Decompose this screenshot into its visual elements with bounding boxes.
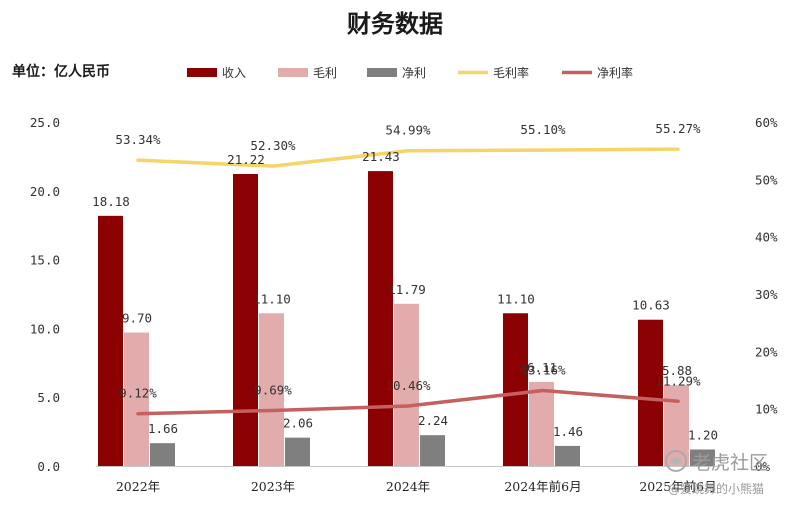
y-left-tick: 0.0 [37,459,60,474]
line-value-label: 55.27% [655,121,701,136]
bar-value-label: 11.79 [388,282,426,297]
y-left-tick: 5.0 [37,390,60,405]
legend-label: 净利 [402,66,426,80]
y-left-tick: 10.0 [30,321,60,336]
series-line [136,147,680,168]
lines [136,147,680,416]
chart-title: 财务数据 [347,10,443,38]
legend-label: 净利率 [597,65,633,80]
legend-swatch [367,68,397,77]
line-value-label: 53.34% [115,132,161,147]
line-value-label: 13.16% [520,363,566,378]
bar-value-label: 2.24 [418,413,448,428]
line-value-label: 9.12% [119,386,157,401]
bar-value-label: 1.20 [688,427,718,442]
y-right-tick: 0% [755,459,771,474]
x-tick: 2024年 [386,479,430,494]
watermark-handle: @爱跳舞的小熊猫 [668,481,764,496]
bar-value-label: 11.10 [497,291,535,306]
bar [98,215,123,466]
line-value-label: 9.69% [254,382,292,397]
y-right-tick: 60% [755,115,778,130]
legend-swatch [187,68,217,77]
tiger-logo-icon [665,450,687,472]
x-tick: 2022年 [116,479,160,494]
y-left-tick: 15.0 [30,253,60,268]
bar [150,443,175,466]
bar [394,303,419,466]
x-tick: 2024年前6月 [504,479,581,494]
legend-label: 毛利 [313,66,337,80]
bar [124,332,149,466]
y-left-tick: 25.0 [30,115,60,130]
bar-value-label: 5.88 [662,363,692,378]
line-value-label: 55.10% [520,122,566,137]
y-axis-right: 0% 10% 20% 30% 40% 50% 60% [755,115,778,474]
y-left-tick: 20.0 [30,184,60,199]
bar-value-label: 21.43 [362,149,400,164]
bar [368,171,393,466]
bar-value-label: 6.11 [527,360,557,375]
legend-label: 收入 [222,66,246,80]
x-tick: 2025年前6月 [639,479,716,494]
bars [98,171,715,466]
y-right-tick: 30% [755,287,778,302]
x-tick: 2023年 [251,479,295,494]
line-value-label: 54.99% [385,123,431,138]
y-right-tick: 20% [755,344,778,359]
bar [638,319,663,466]
bar [664,385,689,466]
line-value-label: 10.46% [385,378,431,393]
bar [690,449,715,466]
line-value-label: 11.29% [655,373,701,388]
y-axis-left: 0.0 5.0 10.0 15.0 20.0 25.0 [30,115,60,474]
bar-value-label: 10.63 [632,298,670,313]
bar-value-label: 1.66 [148,421,178,436]
data-labels: 18.18 21.22 21.43 11.10 10.63 9.70 11.10 11.79 6… [92,121,718,442]
watermark-brand: 老虎社区 [692,452,768,474]
bar-value-label: 1.46 [553,424,583,439]
bar-value-label: 18.18 [92,194,130,209]
legend-swatch [278,68,308,77]
bar [503,313,528,466]
unit-label: 单位：亿人民币 [12,63,110,80]
line-value-label: 52.30% [250,138,296,153]
legend-label: 毛利率 [493,65,529,80]
bar-value-label: 11.10 [253,291,291,306]
bar [285,437,310,466]
watermark: 老虎社区 @爱跳舞的小熊猫 [665,450,768,496]
bar [529,381,554,466]
bar-value-label: 9.70 [122,311,152,326]
bar [259,313,284,466]
y-right-tick: 10% [755,402,778,417]
bar-value-label: 21.22 [227,152,265,167]
y-right-tick: 40% [755,230,778,245]
bar [420,435,445,466]
bar [233,174,258,466]
bar-value-label: 2.06 [283,416,313,431]
bar [555,445,580,466]
x-axis: 2022年 2023年 2024年 2024年前6月 2025年前6月 [96,466,720,494]
y-right-tick: 50% [755,172,778,187]
legend: 收入 毛利 净利 毛利率 净利率 [187,65,633,80]
series-line [136,388,680,416]
